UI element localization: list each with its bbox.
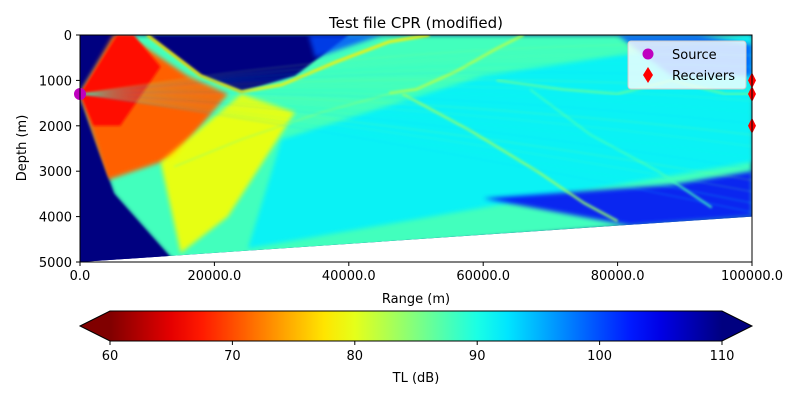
colorbar-gradient [110, 311, 722, 341]
caustic-descent-1 [402, 92, 619, 223]
y-tick-label: 3000 [39, 165, 72, 180]
colorbar-extend-high [722, 311, 752, 341]
y-tick-label: 2000 [39, 120, 72, 135]
ray-line [80, 93, 752, 193]
tl-region-green [160, 94, 295, 253]
caustic-arch-1 [146, 35, 430, 94]
colorbar-extend-low [80, 311, 110, 341]
ray-line [80, 93, 752, 181]
ray-line [80, 93, 752, 159]
caustic-back [173, 93, 390, 168]
ray-line [80, 93, 752, 213]
x-axis-label: Range (m) [382, 292, 450, 307]
caustic-arch-2 [388, 35, 525, 95]
y-tick-label: 1000 [39, 74, 72, 89]
legend-receivers-label: Receivers [672, 69, 735, 84]
x-tick-label: 100000.0 [721, 269, 783, 284]
y-axis-label: Depth (m) [15, 115, 30, 182]
tl-shadow-edge [308, 35, 383, 58]
tl-shadow-lower [483, 171, 752, 226]
tl-shadow-left [80, 103, 175, 262]
colorbar-tick-label: 90 [469, 349, 486, 364]
plot-frame [79, 34, 753, 263]
ray-line [80, 93, 752, 170]
colorbar-tick-label: 80 [347, 349, 364, 364]
tl-region-far [248, 35, 752, 249]
colorbar-label: TL (dB) [392, 371, 440, 386]
legend-source-marker [642, 48, 654, 60]
tl-region-source [80, 35, 161, 126]
legend-source-label: Source [672, 48, 717, 63]
x-tick-label: 60000.0 [456, 269, 510, 284]
chart-title: Test file CPR (modified) [328, 14, 503, 32]
ray-line [80, 85, 752, 102]
colorbar-tick-label: 110 [710, 349, 735, 364]
colorbar-tick-label: 100 [587, 349, 612, 364]
legend-box [627, 40, 747, 90]
colorbar-tick-label: 70 [224, 349, 241, 364]
colorbar-tick-label: 60 [102, 349, 119, 364]
x-tick-label: 0.0 [70, 269, 91, 284]
colorbar: 60 70 80 90 100 110 TL (dB) [78, 310, 754, 386]
y-tick-label: 4000 [39, 211, 72, 226]
ray-line [80, 93, 752, 147]
tl-shadow-arch [147, 35, 349, 92]
x-tick-label: 40000.0 [322, 269, 376, 284]
ray-line [80, 89, 752, 113]
x-tick-label: 20000.0 [188, 269, 242, 284]
x-tick-label: 80000.0 [591, 269, 645, 284]
legend-receivers-marker [643, 67, 653, 83]
y-tick-label: 5000 [39, 256, 72, 271]
ray-line [80, 93, 752, 136]
legend: Source Receivers [627, 40, 747, 90]
ray-line [80, 93, 752, 204]
ray-line [80, 92, 752, 124]
y-tick-label: 0 [64, 29, 72, 44]
